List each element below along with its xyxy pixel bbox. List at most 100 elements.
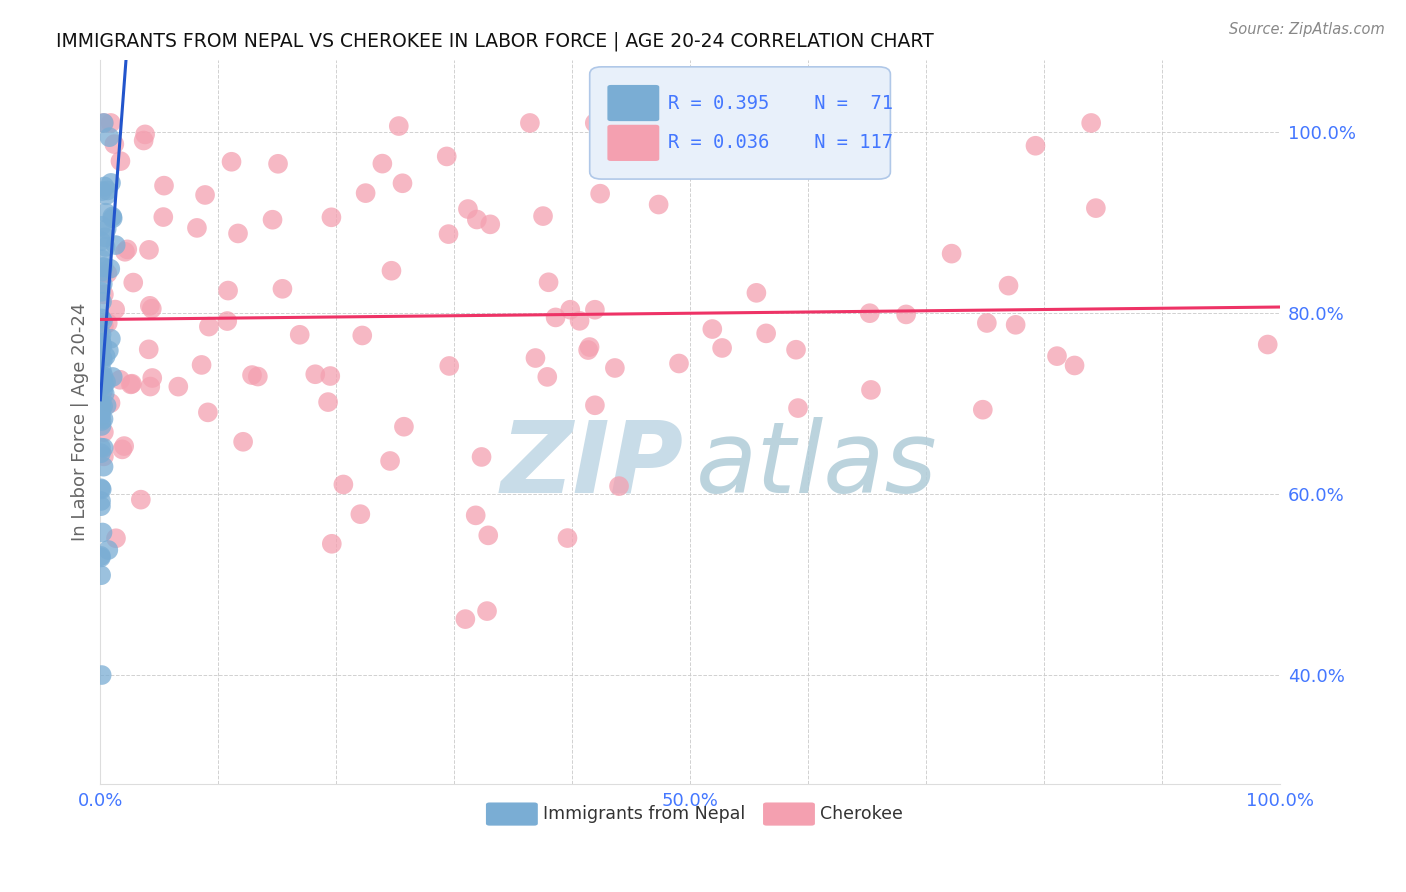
- Point: [114, 244, 136, 259]
- Point: [152, 210, 174, 224]
- Point: [93, 377, 115, 392]
- Point: [122, 276, 145, 290]
- Point: [647, 197, 669, 211]
- Point: [98, 130, 121, 145]
- Point: [332, 477, 354, 491]
- Point: [894, 307, 917, 321]
- Point: [139, 379, 162, 393]
- Point: [101, 211, 124, 226]
- Point: [90, 483, 112, 497]
- Point: [475, 604, 498, 618]
- Point: [457, 202, 479, 216]
- Point: [391, 176, 413, 190]
- Point: [470, 450, 492, 464]
- Point: [785, 343, 807, 357]
- Point: [90, 668, 112, 682]
- Y-axis label: In Labor Force | Age 20-24: In Labor Force | Age 20-24: [72, 302, 89, 541]
- Point: [93, 265, 115, 279]
- Point: [371, 156, 394, 170]
- Point: [96, 184, 118, 198]
- Point: [91, 352, 114, 367]
- Point: [91, 184, 114, 198]
- Point: [96, 267, 118, 281]
- FancyBboxPatch shape: [607, 85, 659, 121]
- Point: [132, 134, 155, 148]
- Point: [583, 302, 606, 317]
- Point: [240, 368, 263, 382]
- Point: [91, 525, 114, 540]
- Point: [380, 264, 402, 278]
- Point: [232, 434, 254, 449]
- Point: [94, 375, 117, 389]
- Point: [97, 343, 120, 358]
- Point: [100, 176, 122, 190]
- Point: [568, 314, 591, 328]
- Point: [304, 368, 326, 382]
- Point: [319, 369, 342, 384]
- Point: [972, 402, 994, 417]
- Text: atlas: atlas: [696, 417, 938, 514]
- Point: [217, 284, 239, 298]
- Point: [198, 319, 221, 334]
- Point: [321, 537, 343, 551]
- Point: [93, 450, 115, 464]
- Point: [96, 188, 118, 202]
- Point: [437, 227, 460, 241]
- Point: [90, 419, 112, 434]
- Point: [90, 398, 112, 412]
- Point: [321, 211, 343, 225]
- Point: [90, 381, 112, 395]
- Point: [134, 128, 156, 142]
- Point: [94, 230, 117, 244]
- Point: [90, 481, 112, 495]
- Point: [454, 612, 477, 626]
- FancyBboxPatch shape: [763, 803, 815, 826]
- Point: [221, 154, 243, 169]
- Point: [90, 311, 112, 326]
- Point: [711, 341, 734, 355]
- Text: R = 0.036    N = 117: R = 0.036 N = 117: [668, 134, 893, 153]
- Point: [97, 543, 120, 558]
- Point: [90, 336, 112, 351]
- Point: [94, 240, 117, 254]
- Point: [91, 339, 114, 353]
- Point: [129, 492, 152, 507]
- Point: [90, 335, 112, 350]
- Point: [91, 260, 114, 275]
- Point: [544, 310, 567, 325]
- Text: Immigrants from Nepal: Immigrants from Nepal: [543, 805, 745, 823]
- Point: [524, 351, 547, 365]
- Point: [1046, 349, 1069, 363]
- Point: [90, 550, 112, 565]
- Point: [537, 275, 560, 289]
- Point: [439, 359, 461, 373]
- Point: [607, 479, 630, 493]
- Text: ZIP: ZIP: [501, 417, 685, 514]
- Point: [599, 116, 621, 130]
- Point: [288, 327, 311, 342]
- Point: [90, 446, 112, 460]
- Point: [1024, 138, 1046, 153]
- Point: [766, 129, 789, 144]
- Point: [117, 243, 139, 257]
- Point: [465, 212, 488, 227]
- Point: [93, 116, 115, 130]
- Point: [91, 294, 114, 309]
- Point: [477, 528, 499, 542]
- Point: [378, 454, 401, 468]
- Point: [108, 373, 131, 387]
- Point: [1084, 201, 1107, 215]
- Point: [91, 351, 114, 365]
- Point: [90, 499, 112, 513]
- Point: [464, 508, 486, 523]
- Point: [976, 316, 998, 330]
- Point: [101, 370, 124, 384]
- Point: [436, 149, 458, 163]
- Point: [90, 333, 112, 347]
- Point: [589, 186, 612, 201]
- Point: [246, 369, 269, 384]
- FancyBboxPatch shape: [486, 803, 538, 826]
- Point: [104, 531, 127, 545]
- Point: [668, 357, 690, 371]
- Point: [138, 343, 160, 357]
